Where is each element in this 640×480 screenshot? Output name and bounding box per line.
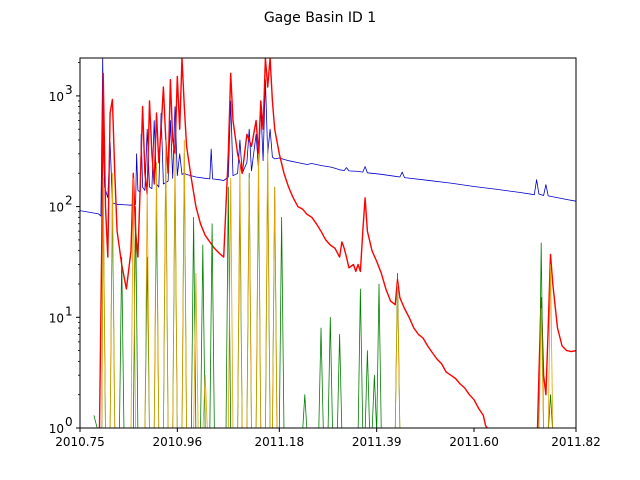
y-tick-label: 10 bbox=[49, 201, 64, 215]
x-tick-label: 2010.75 bbox=[55, 435, 105, 449]
plot-frame bbox=[79, 57, 577, 429]
x-tick-label: 2011.60 bbox=[449, 435, 499, 449]
axis-ticks: 2010.75 2010.96 2011.18 2011.39 2011.60 2011.… bbox=[49, 62, 601, 449]
x-tick-label: 2011.82 bbox=[551, 435, 601, 449]
series-layer bbox=[80, 58, 576, 428]
series-line-4 bbox=[93, 153, 553, 428]
series-line-3 bbox=[536, 253, 576, 428]
y-tick-label: 10 bbox=[49, 422, 64, 436]
y-tick-exponent: 0 bbox=[65, 415, 73, 429]
y-tick-exponent: 1 bbox=[65, 304, 73, 318]
y-tick-exponent: 3 bbox=[65, 83, 73, 97]
chart-title: Gage Basin ID 1 bbox=[264, 10, 376, 26]
series-line-1 bbox=[80, 58, 576, 217]
series-line-5 bbox=[101, 139, 554, 428]
y-tick-exponent: 2 bbox=[65, 194, 73, 208]
x-tick-label: 2011.18 bbox=[255, 435, 305, 449]
x-tick-label: 2011.39 bbox=[352, 435, 402, 449]
x-tick-label: 2010.96 bbox=[153, 435, 203, 449]
series-line-2 bbox=[98, 58, 489, 428]
y-tick-label: 10 bbox=[49, 311, 64, 325]
y-tick-label: 10 bbox=[49, 90, 64, 104]
